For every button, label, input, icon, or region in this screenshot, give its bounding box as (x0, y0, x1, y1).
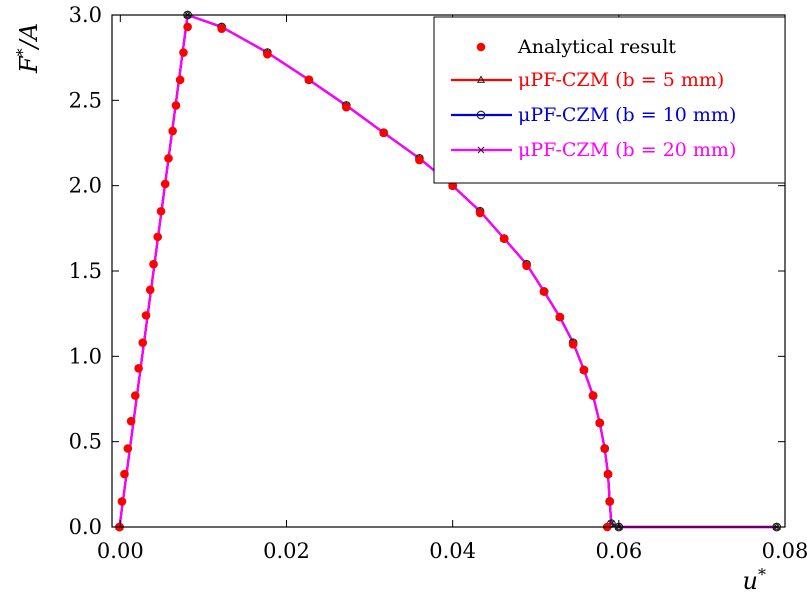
legend-box (433, 16, 786, 184)
y-axis-label: F*/A (13, 23, 43, 74)
analytical-point (588, 391, 598, 400)
legend: Analytical result μPF-CZM (b = 5 mm) μPF-C… (433, 16, 786, 184)
x-tick-label: 0.02 (263, 539, 310, 563)
analytical-point (164, 154, 173, 163)
analytical-point (600, 444, 610, 453)
analytical-point (156, 206, 166, 216)
y-tick-label: 3.0 (69, 3, 102, 27)
x-tick-label: 0.04 (429, 539, 476, 563)
legend-marker (476, 75, 486, 83)
legend-label: μPF-CZM (b = 20 mm) (518, 139, 736, 161)
analytical-point (126, 416, 136, 426)
legend-label: Analytical result (517, 36, 676, 58)
legend-label: μPF-CZM (b = 5 mm) (518, 69, 724, 91)
analytical-point (120, 469, 129, 479)
analytical-point (145, 285, 155, 295)
analytical-point (555, 312, 565, 322)
ticks-layer: 0.00 0.02 0.04 0.06 0.08 0.0 0.5 1.0 1.5 2.0 2.5 3.… (69, 3, 807, 563)
analytical-point (117, 497, 127, 506)
analytical-point (217, 24, 226, 33)
y-tick-label: 1.5 (69, 259, 102, 283)
analytical-points-layer (115, 22, 614, 532)
legend-dot (476, 42, 486, 52)
analytical-point (499, 234, 509, 243)
analytical-point (475, 208, 485, 218)
x-tick-label: 0.08 (762, 539, 807, 563)
analytical-point (149, 259, 158, 269)
analytical-point (579, 365, 589, 375)
analytical-point (379, 128, 388, 138)
series-line-3 (118, 13, 777, 529)
analytical-point (605, 497, 614, 506)
analytical-point (134, 363, 143, 373)
analytical-point (263, 49, 272, 59)
analytical-point (153, 232, 162, 242)
analytical-point (171, 101, 181, 110)
analytical-point (595, 418, 605, 428)
y-tick-label: 0.5 (69, 430, 102, 454)
y-tick-label: 0.0 (69, 515, 102, 539)
analytical-point (603, 469, 613, 479)
analytical-point (130, 391, 140, 400)
analytical-point (168, 126, 177, 136)
analytical-point (179, 48, 188, 57)
x-tick-label: 0.00 (97, 539, 144, 563)
analytical-point (141, 311, 151, 320)
analytical-point (539, 287, 549, 296)
analytical-point (160, 179, 170, 189)
analytical-point (304, 75, 314, 85)
analytical-point (183, 22, 192, 32)
analytical-point (522, 261, 531, 271)
y-tick-label: 1.0 (69, 344, 102, 368)
analytical-point (175, 75, 185, 85)
analytical-point (448, 181, 457, 190)
y-tick-label: 2.5 (69, 88, 102, 112)
legend-marker (477, 146, 485, 154)
y-tick-label: 2.0 (69, 174, 102, 198)
analytical-point (415, 155, 424, 165)
analytical-point (342, 102, 351, 112)
analytical-point (138, 338, 148, 347)
analytical-point (568, 340, 578, 349)
x-tick-label: 0.06 (595, 539, 642, 563)
analytical-point (123, 444, 133, 453)
legend-label: μPF-CZM (b = 10 mm) (518, 104, 736, 126)
x-axis-label: u* (743, 565, 766, 595)
legend-marker (476, 110, 486, 120)
